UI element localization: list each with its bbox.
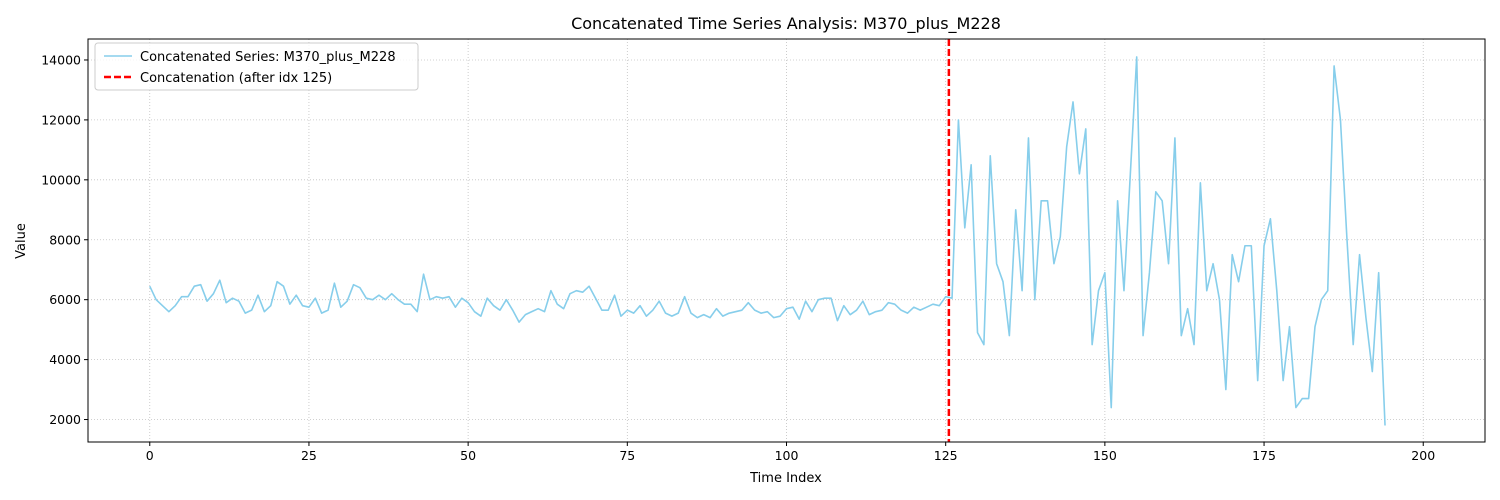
- x-tick-label: 175: [1252, 448, 1276, 463]
- x-tick-label: 25: [301, 448, 317, 463]
- x-tick-label: 150: [1093, 448, 1117, 463]
- x-tick-label: 200: [1411, 448, 1435, 463]
- grid: [88, 39, 1485, 442]
- legend-box: [94, 42, 419, 91]
- y-axis-label: Value: [14, 223, 29, 259]
- y-tick-label: 2000: [49, 412, 81, 427]
- x-tick-label: 0: [146, 448, 154, 463]
- x-axis-ticks: 0 25 50 75 100 125 150 175 200: [146, 442, 1435, 463]
- y-tick-label: 12000: [41, 112, 81, 127]
- y-tick-label: 4000: [49, 352, 81, 367]
- x-tick-label: 125: [934, 448, 958, 463]
- series-line: [149, 56, 1386, 426]
- x-tick-label: 100: [775, 448, 799, 463]
- y-tick-label: 14000: [41, 52, 81, 67]
- chart-title: Concatenated Time Series Analysis: M370_…: [571, 14, 1001, 34]
- legend: Concatenated Series: M370_plus_M228 Conc…: [94, 42, 419, 91]
- y-tick-label: 8000: [49, 232, 81, 247]
- x-axis-label: Time Index: [749, 471, 822, 486]
- series-layer: [149, 56, 1386, 426]
- x-tick-label: 50: [460, 448, 476, 463]
- x-tick-label: 75: [619, 448, 635, 463]
- legend-label-concatenation: Concatenation (after idx 125): [140, 71, 332, 86]
- y-axis-ticks: 2000 4000 6000 8000 10000 12000 14000: [41, 52, 88, 427]
- y-tick-label: 10000: [41, 172, 81, 187]
- y-tick-label: 6000: [49, 292, 81, 307]
- legend-label-series: Concatenated Series: M370_plus_M228: [140, 50, 396, 65]
